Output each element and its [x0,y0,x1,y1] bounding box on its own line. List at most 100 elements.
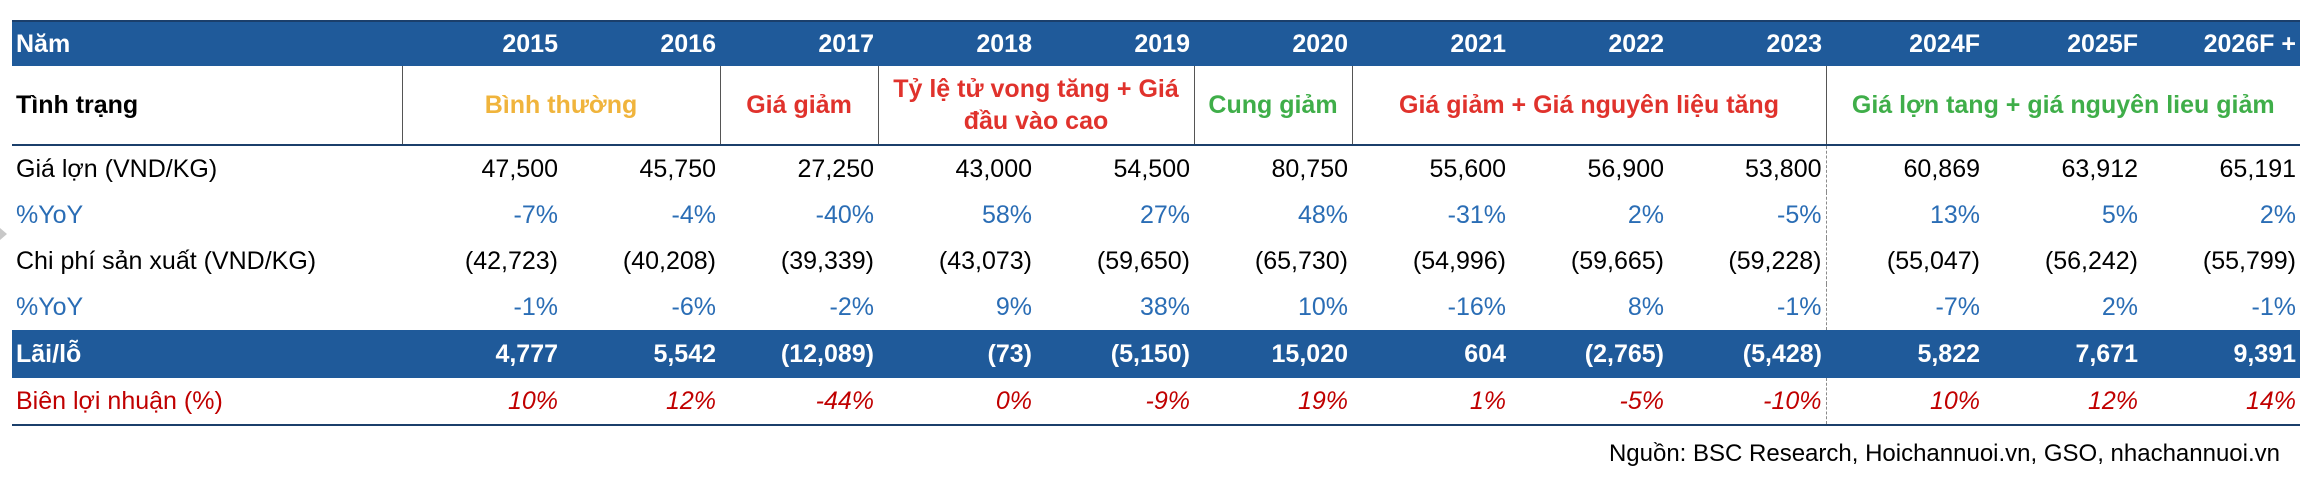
value-cell: (5,150) [1036,330,1194,378]
value-cell: 27,250 [797,154,874,183]
year-cell: 2024F [1826,20,1984,66]
value-cell: 55,600 [1429,154,1506,183]
value-cell: (59,228) [1728,246,1822,275]
value-cell: -1% [513,292,558,321]
year-cell: 2026F + [2142,20,2300,66]
value-cell: 27% [1139,200,1190,229]
value-cell: 58% [981,200,1032,229]
value-cell: (55,799) [2202,246,2296,275]
value-cell: 9,391 [2142,330,2300,378]
value-cell: 45,750 [639,154,716,183]
value-cell: -10% [1668,378,1826,426]
status-group-normal: Bình thường [401,66,720,146]
value-cell: 4,777 [402,330,562,378]
value-cell: (40,208) [622,246,716,275]
value-cell: -5% [1510,378,1668,426]
value-cell: -4% [671,200,716,229]
value-cell: 2% [2101,292,2138,321]
value-cell: 7,671 [1984,330,2142,378]
value-cell: (12,089) [720,330,878,378]
year-cell: 2018 [878,20,1036,66]
value-cell: 10% [1825,378,1984,426]
status-group-price-drop: Giá giảm [719,66,878,146]
year-cell: 2020 [1194,20,1352,66]
profit-row: Lãi/lỗ 4,777 5,542 (12,089) (73) (5,150)… [12,330,2300,378]
value-cell: -1% [1777,292,1822,321]
status-group-supply-drop: Cung giảm [1193,66,1352,146]
value-cell: (54,996) [1412,246,1506,275]
margin-row: Biên lợi nhuận (%) 10% 12% -44% 0% -9% 1… [12,378,2300,426]
value-cell: 54,500 [1113,154,1190,183]
year-cell: 2016 [562,20,720,66]
year-header-row: Năm 2015 2016 2017 2018 2019 2020 2021 2… [12,20,2300,66]
value-cell: 1% [1352,378,1510,426]
value-cell: (56,242) [2044,246,2138,275]
value-cell: 19% [1194,378,1352,426]
value-cell: (42,723) [464,246,558,275]
value-cell: -1% [2251,292,2296,321]
price-yoy-row: %YoY -7% -4% -40% 58% 27% 48% -31% 2% -5… [12,192,2300,238]
value-cell: 5,822 [1826,330,1984,378]
row-marker-icon [0,228,7,240]
value-cell: (2,765) [1510,330,1668,378]
row-label: Chi phí sản xuất (VND/KG) [16,246,317,275]
value-cell: 604 [1352,330,1510,378]
status-group-forecast: Giá lợn tang + giá nguyên lieu giảm [1825,66,2300,146]
value-cell: 13% [1825,192,1984,238]
value-cell: (55,047) [1825,238,1984,284]
value-cell: (43,073) [938,246,1032,275]
value-cell: -7% [513,200,558,229]
value-cell: 47,500 [481,154,558,183]
status-group-price-drop-input-rise: Giá giảm + Giá nguyên liệu tăng [1351,66,1826,146]
value-cell: 43,000 [955,154,1032,183]
value-cell: 65,191 [2219,154,2296,183]
cost-row: Chi phí sản xuất (VND/KG) (42,723) (40,2… [12,238,2300,284]
pig-price-table-frame: Năm 2015 2016 2017 2018 2019 2020 2021 2… [12,20,2300,438]
status-label: Tình trạng [12,66,402,146]
value-cell: 2% [2259,200,2296,229]
value-cell: 56,900 [1587,154,1664,183]
value-cell: 63,912 [2061,154,2138,183]
year-cell: 2022 [1510,20,1668,66]
value-cell: 8% [1627,292,1664,321]
value-cell: 48% [1297,200,1348,229]
value-cell: -40% [815,200,874,229]
value-cell: -7% [1825,284,1984,330]
row-label: Giá lợn (VND/KG) [16,154,218,183]
value-cell: (5,428) [1668,330,1826,378]
pig-price-table: Năm 2015 2016 2017 2018 2019 2020 2021 2… [12,20,2300,426]
value-cell: 15,020 [1194,330,1352,378]
row-label: %YoY [16,292,84,321]
row-label: Biên lợi nhuận (%) [12,378,402,426]
value-cell: -9% [1036,378,1194,426]
status-group-mortality: Tỷ lệ tử vong tăng + Giá đầu vào cao [877,66,1194,146]
value-cell: 80,750 [1271,154,1348,183]
value-cell: 14% [2142,378,2300,426]
year-cell: 2017 [720,20,878,66]
year-cell: 2023 [1668,20,1826,66]
value-cell: (59,650) [1096,246,1190,275]
row-label: %YoY [16,200,84,229]
value-cell: 10% [1297,292,1348,321]
cost-yoy-row: %YoY -1% -6% -2% 9% 38% 10% -16% 8% -1% … [12,284,2300,330]
status-row: Tình trạng Bình thường Giá giảm Tỷ lệ tử… [12,66,2300,146]
value-cell: 60,869 [1825,145,1984,192]
source-note: Nguồn: BSC Research, Hoichannuoi.vn, GSO… [1608,440,2280,467]
value-cell: -31% [1447,200,1506,229]
price-row: Giá lợn (VND/KG) 47,500 45,750 27,250 43… [12,145,2300,192]
value-cell: 53,800 [1745,154,1822,183]
value-cell: 0% [878,378,1036,426]
value-cell: (39,339) [780,246,874,275]
value-cell: (73) [878,330,1036,378]
value-cell: 5% [2101,200,2138,229]
value-cell: -2% [829,292,874,321]
year-cell: 2019 [1036,20,1194,66]
value-cell: 9% [995,292,1032,321]
value-cell: -6% [671,292,716,321]
value-cell: 12% [562,378,720,426]
value-cell: 12% [1984,378,2142,426]
year-cell: 2015 [402,20,562,66]
value-cell: 2% [1627,200,1664,229]
value-cell: -16% [1447,292,1506,321]
value-cell: -5% [1777,200,1822,229]
